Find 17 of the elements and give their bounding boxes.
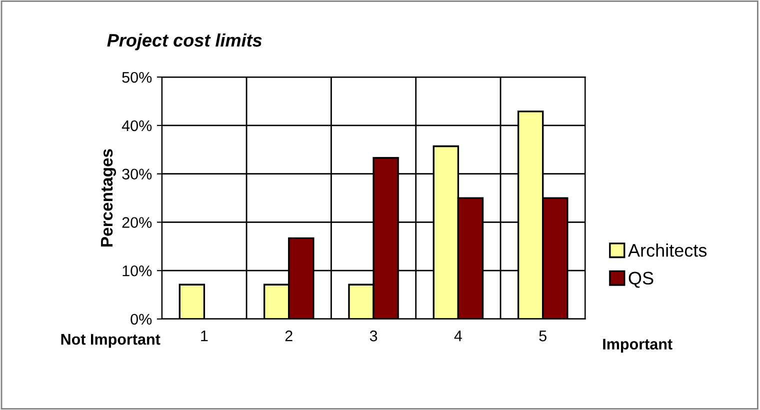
y-tick-label: 30% <box>122 168 152 180</box>
y-axis-title: Percentages <box>101 149 116 246</box>
text: Important <box>603 338 672 353</box>
chart-title: Project cost limits <box>107 33 262 50</box>
y-tick-label: 40% <box>122 120 152 132</box>
x-tick-label: 4 <box>454 330 462 342</box>
x-tick-label: 5 <box>539 330 546 342</box>
y-tick-label: 10% <box>122 265 152 276</box>
legend-label: Architects <box>628 244 707 257</box>
y-tick-label: 50% <box>122 72 152 83</box>
text: Not Important <box>61 334 160 348</box>
y-tick-label: 20% <box>122 217 152 228</box>
x-tick-label: 3 <box>370 330 378 342</box>
legend-label: QS <box>628 272 654 288</box>
y-tick-label: 0% <box>130 314 152 325</box>
x-tick-label: 2 <box>285 330 292 342</box>
x-tick-label: 1 <box>201 330 208 342</box>
